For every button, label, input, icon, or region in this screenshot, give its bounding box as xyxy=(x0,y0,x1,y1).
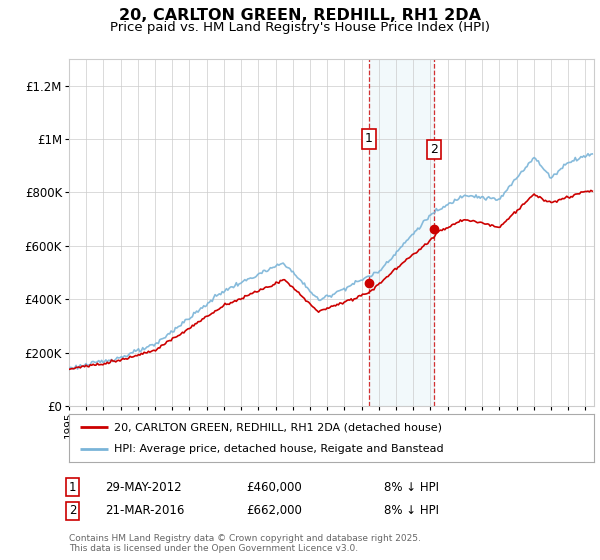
Text: £662,000: £662,000 xyxy=(246,504,302,517)
Text: Contains HM Land Registry data © Crown copyright and database right 2025.
This d: Contains HM Land Registry data © Crown c… xyxy=(69,534,421,553)
Text: 1: 1 xyxy=(69,480,77,494)
Text: 8% ↓ HPI: 8% ↓ HPI xyxy=(384,480,439,494)
Text: 20, CARLTON GREEN, REDHILL, RH1 2DA (detached house): 20, CARLTON GREEN, REDHILL, RH1 2DA (det… xyxy=(113,422,442,432)
Text: HPI: Average price, detached house, Reigate and Banstead: HPI: Average price, detached house, Reig… xyxy=(113,444,443,454)
Text: 21-MAR-2016: 21-MAR-2016 xyxy=(105,504,184,517)
Text: 1: 1 xyxy=(365,132,373,146)
Text: 8% ↓ HPI: 8% ↓ HPI xyxy=(384,504,439,517)
Text: 2: 2 xyxy=(69,504,77,517)
Text: 29-MAY-2012: 29-MAY-2012 xyxy=(105,480,182,494)
Text: Price paid vs. HM Land Registry's House Price Index (HPI): Price paid vs. HM Land Registry's House … xyxy=(110,21,490,34)
Bar xyxy=(368,59,434,406)
Text: £460,000: £460,000 xyxy=(246,480,302,494)
Text: 2: 2 xyxy=(430,143,438,156)
Text: 20, CARLTON GREEN, REDHILL, RH1 2DA: 20, CARLTON GREEN, REDHILL, RH1 2DA xyxy=(119,8,481,24)
